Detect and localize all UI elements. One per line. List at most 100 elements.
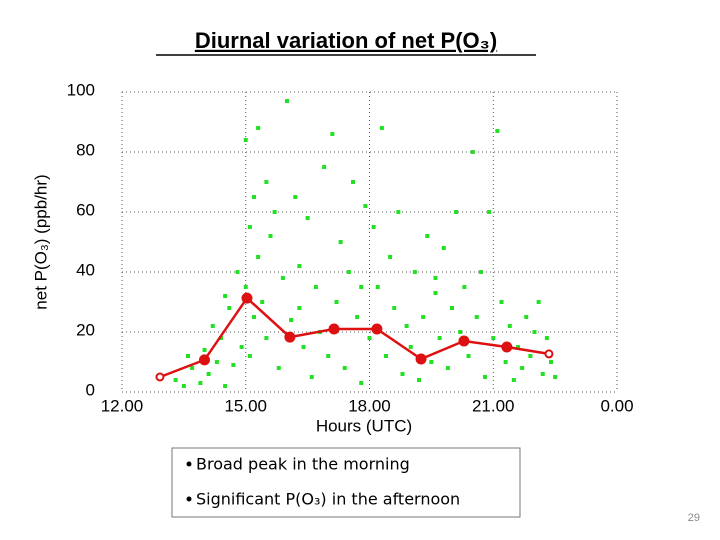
point [470, 150, 475, 154]
point [252, 195, 256, 199]
point [326, 354, 331, 358]
point [396, 210, 401, 214]
point [334, 300, 339, 304]
point [342, 366, 347, 370]
point [499, 300, 504, 304]
point [388, 255, 393, 259]
point [285, 99, 289, 103]
point [210, 324, 215, 328]
point [553, 375, 558, 379]
point [173, 378, 178, 382]
point [359, 381, 364, 385]
point [450, 306, 454, 310]
point [198, 381, 203, 385]
point [276, 366, 281, 370]
point [264, 336, 269, 340]
point [305, 216, 310, 220]
point [466, 354, 471, 358]
note-box [171, 447, 521, 518]
point [359, 285, 364, 289]
point [425, 234, 430, 238]
bullet [186, 461, 192, 467]
point [516, 345, 520, 349]
point [379, 126, 384, 130]
line-marker [199, 354, 210, 366]
point [256, 126, 261, 130]
point [346, 270, 351, 274]
line-marker [328, 323, 340, 335]
point [371, 225, 376, 229]
point [417, 378, 421, 382]
point [243, 285, 248, 289]
point [190, 366, 195, 370]
point [429, 360, 434, 364]
point [243, 138, 248, 142]
chart-title: Diurnal variation of net P(O₃) [195, 28, 497, 53]
point [474, 315, 479, 319]
point [549, 360, 553, 364]
point [280, 276, 285, 280]
point [483, 375, 487, 379]
point [507, 324, 512, 328]
line-marker [544, 349, 554, 359]
point [272, 210, 277, 214]
point [301, 345, 306, 349]
x-tick-label: 15.00 [224, 396, 267, 415]
point [235, 270, 240, 274]
point [487, 210, 492, 214]
point [309, 375, 314, 379]
point [511, 378, 516, 382]
point [247, 225, 252, 229]
point [503, 360, 508, 364]
line-marker [155, 372, 165, 382]
line [159, 296, 550, 379]
point [478, 270, 483, 274]
y-axis-label: net P(O₃) (ppb/hr) [31, 174, 50, 309]
line-marker [415, 353, 427, 365]
point [181, 384, 186, 388]
y-tick-label: 60 [76, 200, 95, 219]
point [223, 294, 228, 298]
x-tick-label: 12.00 [101, 396, 144, 415]
point [355, 315, 360, 319]
point [330, 132, 335, 136]
point [202, 348, 207, 352]
line-marker [241, 292, 253, 304]
point [544, 336, 549, 340]
point [445, 366, 450, 370]
point [458, 330, 463, 334]
note: Broad peak in the morning [196, 455, 410, 474]
point [186, 354, 190, 358]
x-tick-label: 0.00 [600, 396, 633, 415]
point [412, 270, 417, 274]
point [239, 345, 244, 349]
point [252, 315, 256, 319]
note: Significant P(O₃) in the afternoon [196, 490, 460, 509]
point [437, 336, 442, 340]
point [289, 318, 294, 322]
point [536, 300, 541, 304]
y-tick-label: 40 [76, 260, 95, 279]
point [524, 315, 529, 319]
point [454, 210, 459, 214]
point [297, 264, 302, 268]
point [297, 306, 302, 310]
line-marker [284, 331, 296, 343]
point [441, 246, 446, 250]
page-number: 29 [688, 512, 700, 524]
point [351, 180, 355, 184]
y-tick-label: 80 [76, 140, 95, 159]
y-tick-label: 20 [76, 320, 95, 339]
point [392, 306, 397, 310]
point [264, 180, 269, 184]
point [247, 354, 252, 358]
bullet [186, 496, 192, 502]
line-marker [458, 335, 470, 347]
point [260, 300, 265, 304]
point [384, 354, 388, 358]
point [400, 372, 405, 376]
point [532, 330, 537, 334]
point [223, 384, 228, 388]
point [231, 363, 236, 367]
